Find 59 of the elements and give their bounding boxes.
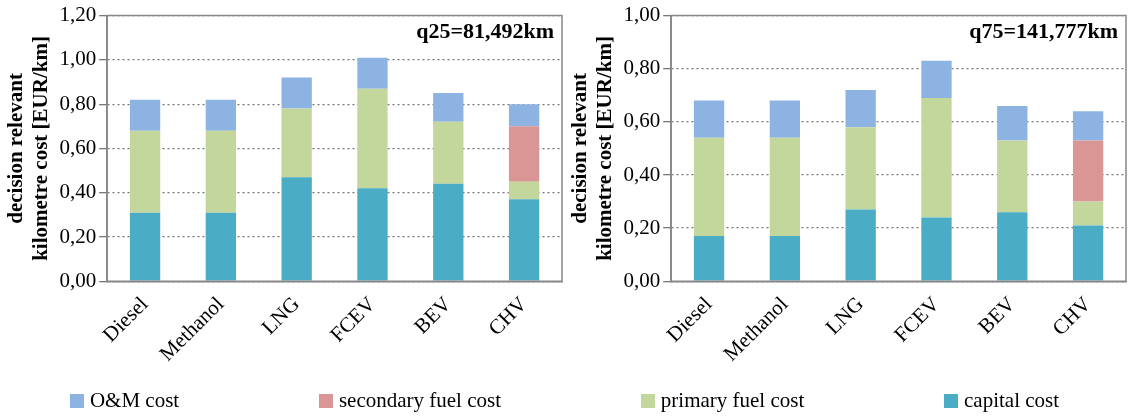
bar <box>433 93 464 122</box>
y-axis-title: decision relevant kilometre cost [EUR/km] <box>567 36 617 261</box>
bar <box>921 60 952 98</box>
bar <box>205 99 237 131</box>
bar <box>433 121 464 184</box>
y-axis-title: decision relevant kilometre cost [EUR/km] <box>3 36 53 261</box>
bar <box>1072 201 1104 226</box>
bar <box>769 100 801 138</box>
y-tick-label: 0,40 <box>623 161 661 186</box>
legend-label: secondary fuel cost <box>338 388 502 413</box>
bar <box>508 104 540 127</box>
bar <box>281 177 312 281</box>
y-tick-label: 0,00 <box>59 267 97 292</box>
bar <box>508 199 540 281</box>
y-tick-label: 0,80 <box>623 55 661 80</box>
annotation: q25=81,492km <box>416 18 554 44</box>
bar <box>1072 225 1104 281</box>
legend-label: O&M cost <box>89 388 180 413</box>
bar <box>693 236 725 281</box>
bar <box>1072 140 1104 202</box>
bar <box>997 140 1028 213</box>
y-tick-label: 0,60 <box>623 108 661 133</box>
y-tick-label: 0,60 <box>59 134 97 159</box>
bar <box>845 89 876 128</box>
bar <box>693 137 725 237</box>
bar <box>845 127 876 210</box>
bar <box>205 130 237 213</box>
bar <box>205 212 237 281</box>
bar <box>508 126 540 182</box>
bar <box>921 217 952 281</box>
bar <box>845 209 876 281</box>
bar <box>433 183 464 281</box>
bar <box>281 108 312 178</box>
bar <box>693 100 725 138</box>
y-tick-label: 0,80 <box>59 90 97 115</box>
y-tick-label: 1,00 <box>623 2 661 27</box>
bar <box>129 212 161 281</box>
bar <box>921 97 952 218</box>
bar <box>1072 111 1104 141</box>
y-tick-label: 1,20 <box>59 2 97 27</box>
annotation: q75=141,777km <box>969 18 1118 44</box>
y-tick-label: 0,20 <box>623 214 661 239</box>
bar <box>129 130 161 213</box>
bar <box>357 188 388 281</box>
bar <box>997 212 1028 281</box>
y-tick-label: 1,00 <box>59 46 97 71</box>
legend-label: capital cost <box>964 388 1060 413</box>
bar <box>357 88 388 189</box>
bar <box>769 137 801 237</box>
y-tick-label: 0,20 <box>59 223 97 248</box>
y-tick-label: 0,00 <box>623 267 661 292</box>
bar <box>769 236 801 281</box>
bar <box>508 181 540 200</box>
bar <box>281 77 312 109</box>
bar <box>129 99 161 131</box>
bar <box>997 105 1028 141</box>
bar <box>357 57 388 89</box>
y-tick-label: 0,40 <box>59 179 97 204</box>
legend-label: primary fuel cost <box>660 388 805 413</box>
